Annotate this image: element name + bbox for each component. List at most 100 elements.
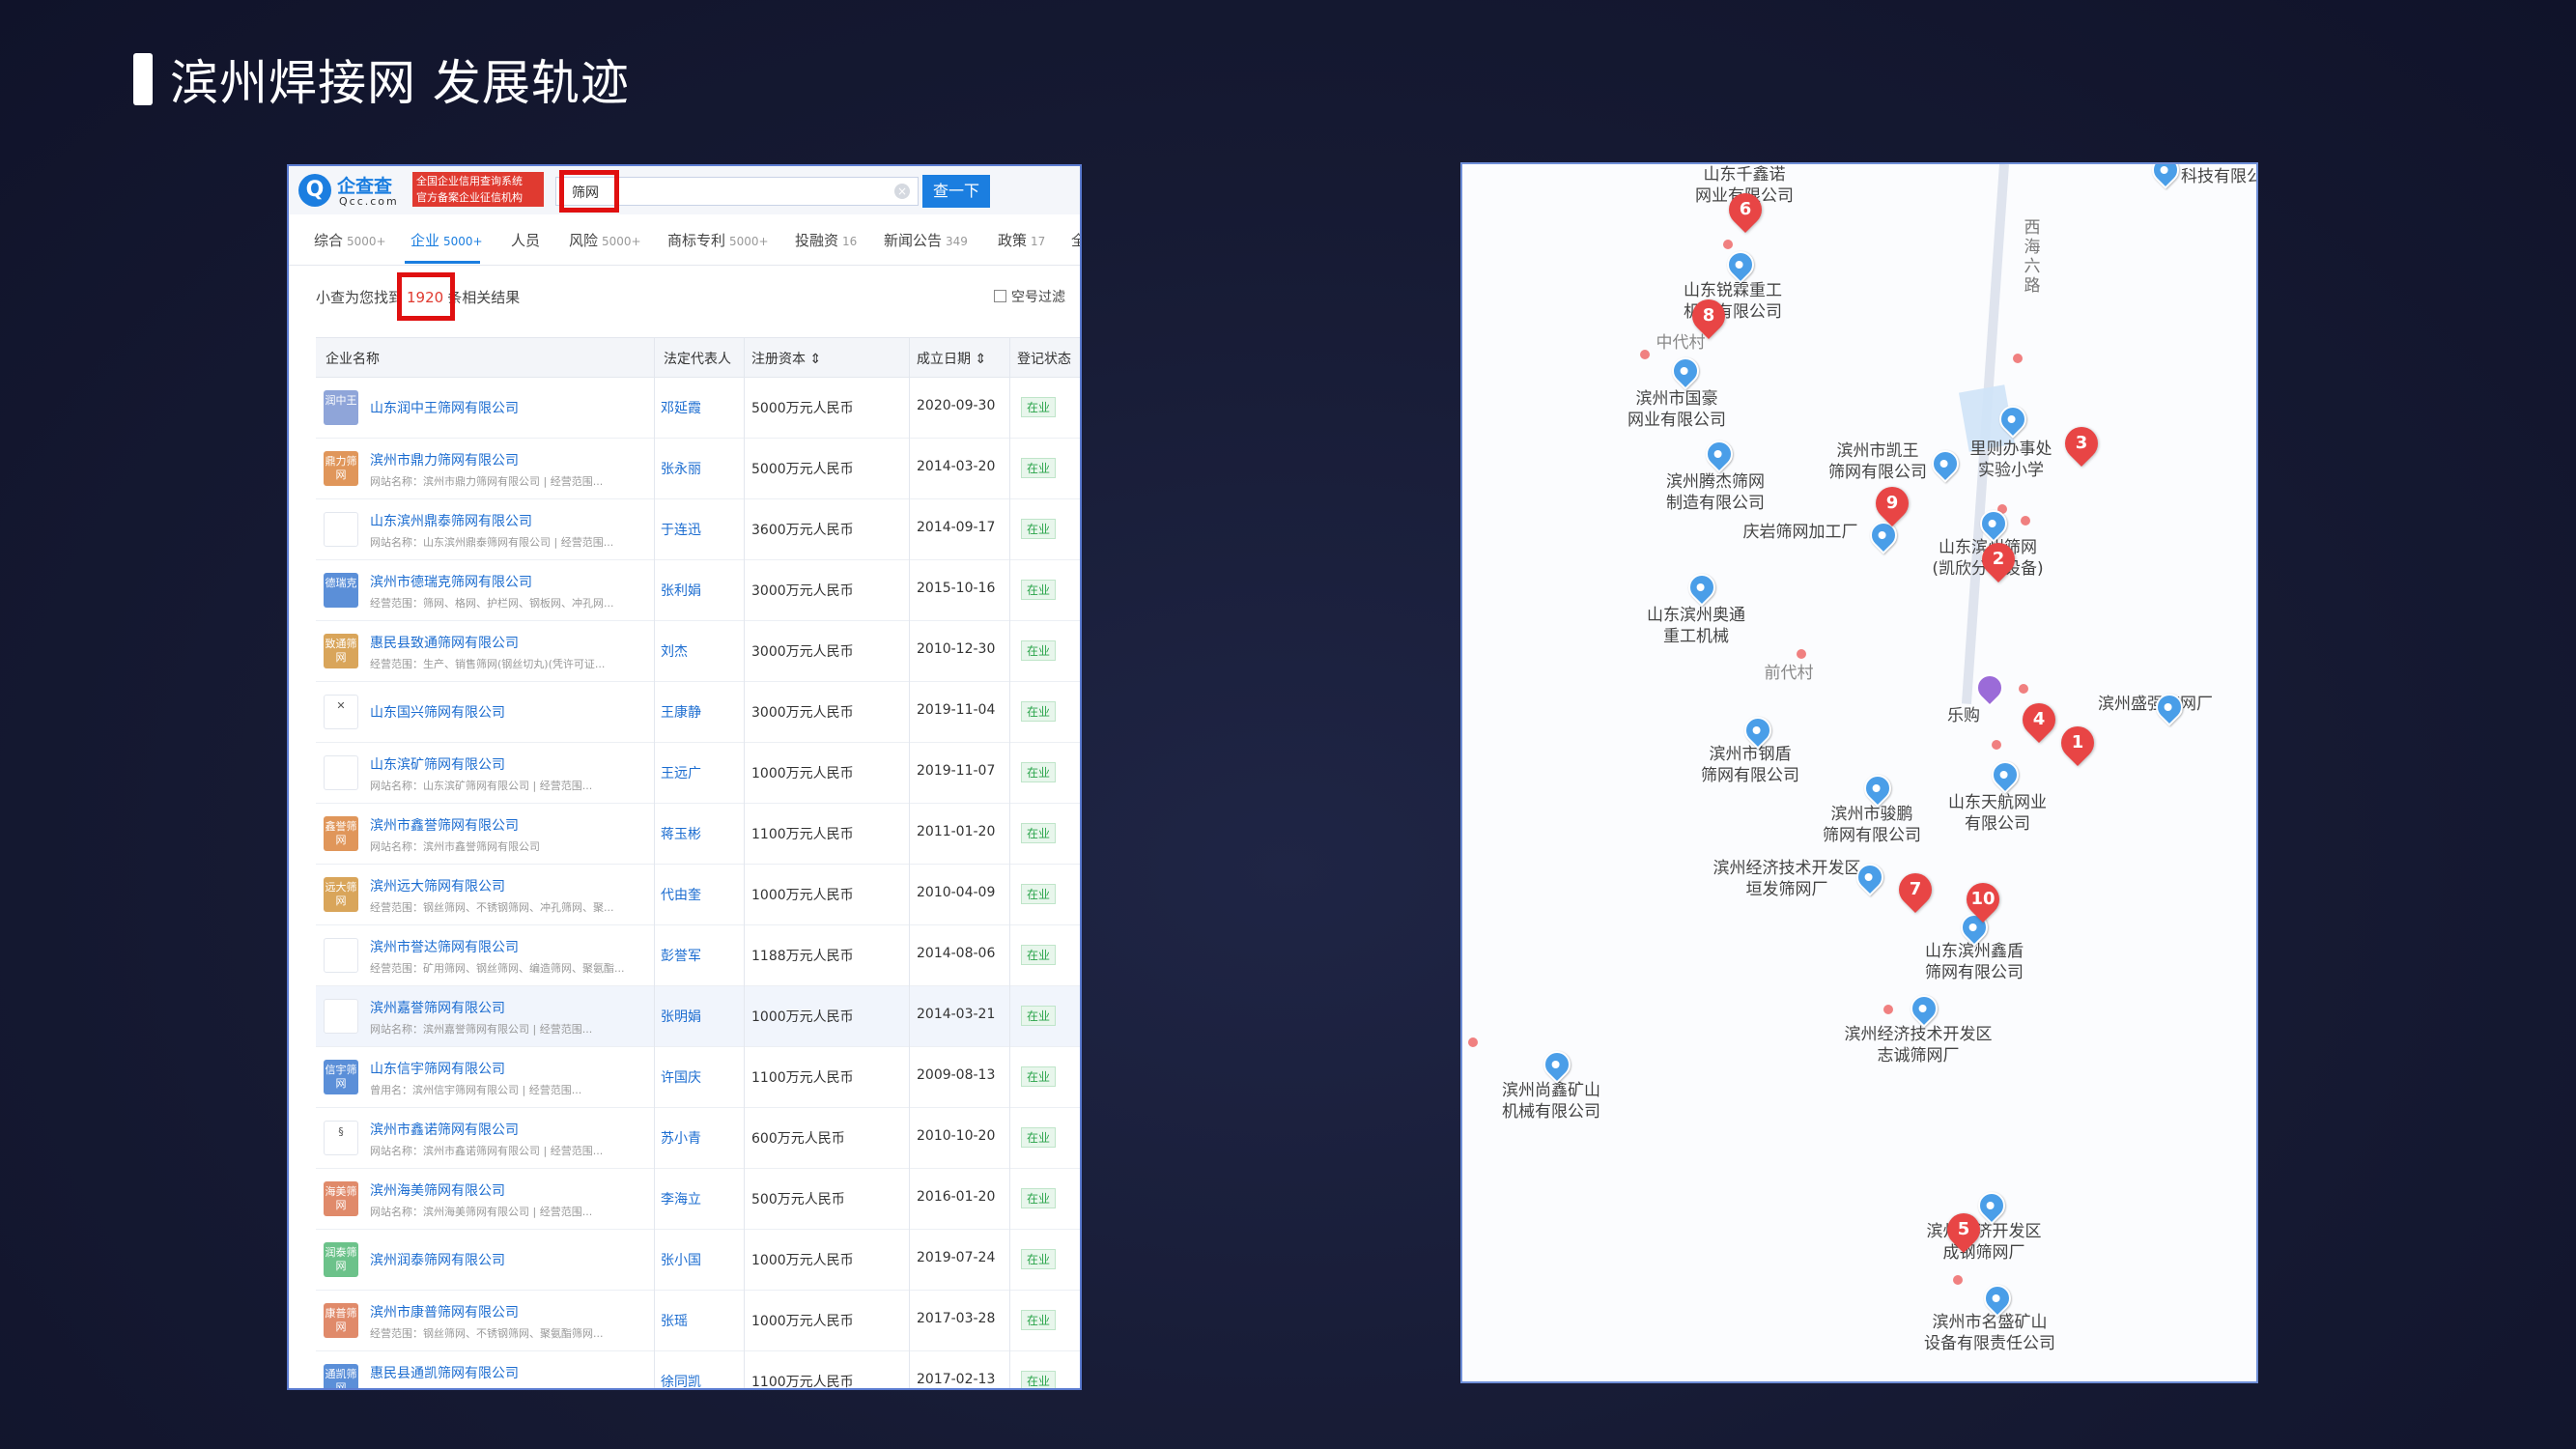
place-label[interactable]: 滨州经济技术开发区 垣发筛网厂 bbox=[1713, 859, 1861, 899]
company-logo[interactable]: 通凯筛网 bbox=[324, 1364, 358, 1388]
tab-comprehensive[interactable]: 综合 5000+ bbox=[314, 232, 386, 249]
company-logo[interactable]: 信宇筛网 bbox=[324, 1060, 358, 1094]
company-name-link[interactable]: 滨州市鼎力筛网有限公司 bbox=[370, 453, 519, 469]
legal-rep-link[interactable]: 张小国 bbox=[661, 1253, 701, 1268]
legal-rep-link[interactable]: 张利娟 bbox=[661, 583, 701, 599]
table-row[interactable]: 康普筛网 滨州市康普筛网有限公司 经营范围：钢丝筛网、不锈钢筛网、聚氨酯筛网... 张… bbox=[316, 1291, 1080, 1351]
table-row[interactable]: 通凯筛网惠民县通凯筛网有限公司网站名称：惠民县通凯筛网有限公司 | 经营范围..… bbox=[316, 1351, 1080, 1390]
company-name-link[interactable]: 滨州市鑫诺筛网有限公司 bbox=[370, 1122, 519, 1138]
location-pin-icon[interactable] bbox=[1700, 435, 1739, 473]
place-label[interactable]: 庆岩筛网加工厂 bbox=[1742, 523, 1858, 542]
table-row[interactable]: 致通筛网 惠民县致通筛网有限公司 经营范围：生产、销售筛网(钢丝切丸)(凭许可证..… bbox=[316, 621, 1080, 682]
location-pin-icon[interactable] bbox=[1538, 1045, 1576, 1084]
location-pin-icon[interactable] bbox=[1683, 568, 1721, 607]
company-logo[interactable]: 德瑞克 bbox=[324, 573, 358, 608]
table-row[interactable]: 德瑞克 滨州市德瑞克筛网有限公司 经营范围：筛网、格网、护栏网、钢板网、冲孔网...… bbox=[316, 560, 1080, 621]
place-label[interactable]: 乐购 bbox=[1947, 706, 1980, 725]
numbered-marker-5[interactable]: 5 bbox=[1939, 1206, 1988, 1254]
company-logo[interactable]: 海美筛网 bbox=[324, 1181, 358, 1216]
empty-number-filter[interactable]: 空号过滤 bbox=[994, 287, 1065, 306]
tab-investment[interactable]: 投融资 16 bbox=[795, 232, 858, 249]
legal-rep-link[interactable]: 李海立 bbox=[661, 1192, 701, 1208]
table-row[interactable]: 山东滨州鼎泰筛网有限公司 网站名称：山东滨州鼎泰筛网有限公司 | 经营范围... 于… bbox=[316, 499, 1080, 560]
location-pin-icon[interactable] bbox=[1666, 352, 1705, 390]
company-name-link[interactable]: 滨州嘉誉筛网有限公司 bbox=[370, 1001, 505, 1016]
numbered-marker-4[interactable]: 4 bbox=[2015, 696, 2063, 744]
search-button[interactable]: 查一下 bbox=[922, 175, 990, 208]
legal-rep-link[interactable]: 王康静 bbox=[661, 705, 701, 721]
table-row[interactable]: 海美筛网 滨州海美筛网有限公司 网站名称：滨州海美筛网有限公司 | 经营范围... 李… bbox=[316, 1169, 1080, 1230]
company-name-link[interactable]: 滨州润泰筛网有限公司 bbox=[370, 1253, 505, 1268]
shopping-pin-icon[interactable] bbox=[1970, 668, 2009, 707]
legal-rep-link[interactable]: 王远广 bbox=[661, 766, 701, 781]
place-label[interactable]: 里则办事处 实验小学 bbox=[1969, 440, 2052, 480]
location-pin-icon[interactable] bbox=[1721, 245, 1760, 284]
table-row[interactable]: 滨州市誉达筛网有限公司 经营范围：矿用筛网、钢丝筛网、编造筛网、聚氨酯... 彭誉军… bbox=[316, 925, 1080, 986]
company-name-link[interactable]: 滨州市德瑞克筛网有限公司 bbox=[370, 575, 532, 590]
location-pin-icon[interactable] bbox=[1905, 989, 1943, 1028]
location-pin-icon[interactable] bbox=[1986, 755, 2024, 794]
legal-rep-link[interactable]: 蒋玉彬 bbox=[661, 827, 701, 842]
numbered-marker-10[interactable]: 10 bbox=[1959, 875, 2007, 923]
place-label[interactable]: 山东滨州鑫盾 筛网有限公司 bbox=[1925, 942, 2024, 982]
place-label[interactable]: 滨州经济技术开发区 志诚筛网厂 bbox=[1844, 1025, 1993, 1065]
place-label[interactable]: 滨州市骏鹏 筛网有限公司 bbox=[1823, 805, 1921, 845]
location-pin-icon[interactable] bbox=[1858, 769, 1897, 808]
legal-rep-link[interactable]: 彭誉军 bbox=[661, 949, 701, 964]
company-logo[interactable] bbox=[324, 938, 358, 973]
location-pin-icon[interactable] bbox=[2146, 164, 2185, 189]
tab-news[interactable]: 新闻公告 349 bbox=[884, 232, 968, 249]
company-logo[interactable]: § bbox=[324, 1121, 358, 1155]
company-logo[interactable]: 鑫誉筛网 bbox=[324, 816, 358, 851]
numbered-marker-6[interactable]: 6 bbox=[1721, 185, 1769, 234]
company-logo[interactable]: 鼎力筛网 bbox=[324, 451, 358, 486]
company-logo[interactable]: 康普筛网 bbox=[324, 1303, 358, 1338]
place-label[interactable]: 滨州经济开发区 成钢筛网厂 bbox=[1926, 1222, 2042, 1263]
numbered-marker-9[interactable]: 9 bbox=[1868, 479, 1916, 527]
legal-rep-link[interactable]: 张明娟 bbox=[661, 1009, 701, 1025]
numbered-marker-1[interactable]: 1 bbox=[2053, 719, 2102, 767]
promo-banner[interactable]: 全国企业信用查询系统 官方备案企业征信机构 bbox=[412, 172, 544, 207]
table-row[interactable]: 远大筛网 滨州远大筛网有限公司 经营范围：钢丝筛网、不锈钢筛网、冲孔筛网、聚... 代… bbox=[316, 865, 1080, 925]
legal-rep-link[interactable]: 徐同凯 bbox=[661, 1375, 701, 1390]
place-label[interactable]: 科技有限公 bbox=[2181, 167, 2258, 186]
col-capital[interactable]: 注册资本 ⇕ bbox=[751, 352, 822, 367]
legal-rep-link[interactable]: 邓延霞 bbox=[661, 401, 701, 416]
legal-rep-link[interactable]: 刘杰 bbox=[661, 644, 688, 660]
company-name-link[interactable]: 滨州市康普筛网有限公司 bbox=[370, 1305, 519, 1321]
company-logo[interactable]: 远大筛网 bbox=[324, 877, 358, 912]
company-name-link[interactable]: 滨州远大筛网有限公司 bbox=[370, 879, 505, 895]
place-label[interactable]: 滨州市凯王 筛网有限公司 bbox=[1828, 441, 1927, 482]
table-row[interactable]: 润中王 山东润中王筛网有限公司 邓延霞 5000万元人民币 2020-09-30 在业 bbox=[316, 378, 1080, 439]
company-logo[interactable]: 致通筛网 bbox=[324, 634, 358, 668]
table-row[interactable]: 鑫誉筛网 滨州市鑫誉筛网有限公司 网站名称：滨州市鑫誉筛网有限公司 蒋玉彬 1100万元… bbox=[316, 804, 1080, 865]
legal-rep-link[interactable]: 苏小青 bbox=[661, 1131, 701, 1147]
filter-checkbox[interactable] bbox=[994, 290, 1006, 302]
qcc-logo[interactable]: Q 企查查 Qcc.com bbox=[298, 172, 418, 209]
table-row[interactable]: 滨州嘉誉筛网有限公司 网站名称：滨州嘉誉筛网有限公司 | 经营范围... 张明娟 10… bbox=[316, 986, 1080, 1047]
table-row[interactable]: 鼎力筛网 滨州市鼎力筛网有限公司 网站名称：滨州市鼎力筛网有限公司 | 经营范围..… bbox=[316, 439, 1080, 499]
tab-company[interactable]: 企业 5000+ bbox=[410, 232, 483, 249]
numbered-marker-3[interactable]: 3 bbox=[2057, 419, 2106, 468]
tab-people[interactable]: 人员 bbox=[511, 232, 541, 249]
place-label[interactable]: 滨州市钢盾 筛网有限公司 bbox=[1701, 745, 1799, 785]
clear-icon[interactable]: × bbox=[894, 184, 910, 199]
table-row[interactable]: ✕ 山东国兴筛网有限公司 王康静 3000万元人民币 2019-11-04 在业 bbox=[316, 682, 1080, 743]
table-row[interactable]: 山东滨矿筛网有限公司 网站名称：山东滨矿筛网有限公司 | 经营范围... 王远广 10… bbox=[316, 743, 1080, 804]
table-row[interactable]: 润泰筛网 滨州润泰筛网有限公司 张小国 1000万元人民币 2019-07-24 在业 bbox=[316, 1230, 1080, 1291]
place-label[interactable]: 滨州尚鑫矿山 机械有限公司 bbox=[1502, 1081, 1600, 1122]
tab-all[interactable]: 全 bbox=[1071, 230, 1080, 250]
location-pin-icon[interactable] bbox=[1926, 444, 1965, 483]
company-name-link[interactable]: 滨州市鑫誉筛网有限公司 bbox=[370, 818, 519, 834]
company-name-link[interactable]: 山东润中王筛网有限公司 bbox=[370, 401, 519, 416]
company-logo[interactable]: 润泰筛网 bbox=[324, 1242, 358, 1277]
legal-rep-link[interactable]: 张瑶 bbox=[661, 1314, 688, 1329]
numbered-marker-7[interactable]: 7 bbox=[1891, 866, 1939, 914]
place-label[interactable]: 滨州市名盛矿山 设备有限责任公司 bbox=[1924, 1313, 2055, 1353]
company-name-link[interactable]: 山东国兴筛网有限公司 bbox=[370, 705, 505, 721]
company-name-link[interactable]: 惠民县通凯筛网有限公司 bbox=[370, 1366, 519, 1381]
table-row[interactable]: 信宇筛网 山东信宇筛网有限公司 曾用名：滨州信宇筛网有限公司 | 经营范围... 许国… bbox=[316, 1047, 1080, 1108]
legal-rep-link[interactable]: 许国庆 bbox=[661, 1070, 701, 1086]
place-label[interactable]: 滨州市国豪 网业有限公司 bbox=[1628, 389, 1726, 430]
